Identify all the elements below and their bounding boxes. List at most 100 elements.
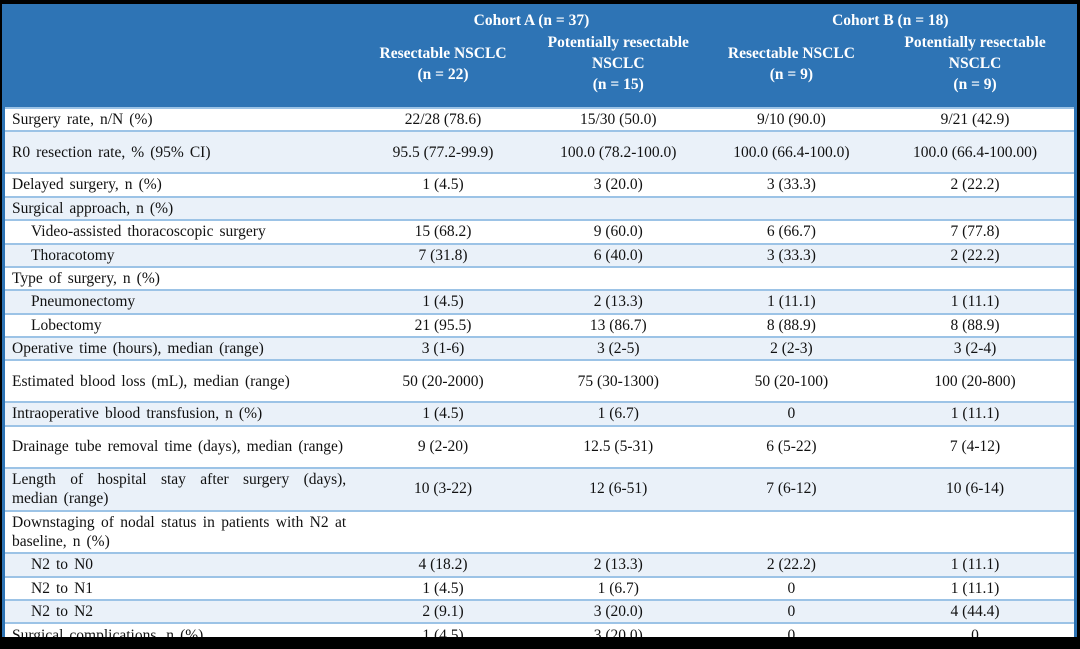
cell-value: 2 (9.1) xyxy=(356,598,530,624)
table-row: N2 to N1 1 (4.5) 1 (6.7) 0 1 (11.1) xyxy=(3,575,1076,600)
cell-value: 1 (11.1) xyxy=(706,289,877,314)
table-row: Surgical approach, n (%) xyxy=(3,195,1076,221)
cohort-header-row: Cohort A (n = 37) Cohort B (n = 18) xyxy=(3,4,1076,30)
cell-value: 8 (88.9) xyxy=(876,312,1076,337)
cell-value: 50 (20-2000) xyxy=(356,359,530,403)
table-row: Operative time (hours), median (range) 3… xyxy=(3,335,1076,361)
cell-value: 3 (20.0) xyxy=(529,598,707,624)
cell-value xyxy=(529,195,707,221)
table-row: Delayed surgery, n (%) 1 (4.5) 3 (20.0) … xyxy=(3,172,1076,197)
column-header-title: Resectable NSCLC xyxy=(727,44,855,62)
cell-value: 1 (6.7) xyxy=(529,401,707,426)
table-row: Video-assisted thoracoscopic surgery 15 … xyxy=(3,219,1076,244)
cell-value xyxy=(706,509,877,554)
cell-value: 0 xyxy=(876,622,1076,637)
cell-value xyxy=(706,195,877,221)
cell-value: 2 (22.2) xyxy=(706,552,877,577)
cell-value: 7 (31.8) xyxy=(356,242,530,267)
cell-value xyxy=(529,265,707,291)
cell-value: 12 (6-51) xyxy=(529,466,707,511)
row-label: Delayed surgery, n (%) xyxy=(3,172,357,197)
header-spacer xyxy=(3,4,357,30)
cell-value xyxy=(356,195,530,221)
cell-value xyxy=(706,265,877,291)
column-header: Resectable NSCLC (n = 22) xyxy=(356,30,530,108)
cell-value xyxy=(529,509,707,554)
cell-value: 13 (86.7) xyxy=(529,312,707,337)
row-label: N2 to N1 xyxy=(3,575,357,600)
table-row: Drainage tube removal time (days), media… xyxy=(3,424,1076,468)
cell-value: 0 xyxy=(706,622,877,637)
cell-value: 3 (20.0) xyxy=(529,622,707,637)
table-header: Cohort A (n = 37) Cohort B (n = 18) Rese… xyxy=(3,4,1076,108)
row-label: Video-assisted thoracoscopic surgery xyxy=(3,219,357,244)
table-row: Surgical complications, n (%) 1 (4.5) 3 … xyxy=(3,622,1076,637)
cell-value: 3 (2-5) xyxy=(529,335,707,361)
cell-value: 7 (6-12) xyxy=(706,466,877,511)
cell-value: 1 (11.1) xyxy=(876,552,1076,577)
cell-value: 2 (13.3) xyxy=(529,552,707,577)
cell-value: 100.0 (66.4-100.00) xyxy=(876,130,1076,174)
cell-value: 6 (66.7) xyxy=(706,219,877,244)
table-row: Intraoperative blood transfusion, n (%) … xyxy=(3,401,1076,426)
table-row: Lobectomy 21 (95.5) 13 (86.7) 8 (88.9) 8… xyxy=(3,312,1076,337)
cell-value: 7 (4-12) xyxy=(876,424,1076,468)
cell-value: 95.5 (77.2-99.9) xyxy=(356,130,530,174)
cell-value: 2 (13.3) xyxy=(529,289,707,314)
cell-value: 8 (88.9) xyxy=(706,312,877,337)
table-row: Length of hospital stay after surgery (d… xyxy=(3,466,1076,511)
column-header-n: (n = 9) xyxy=(953,75,997,93)
cell-value: 0 xyxy=(706,598,877,624)
row-label: R0 resection rate, % (95% CI) xyxy=(3,130,357,174)
column-header-title: Potentially resectable NSCLC xyxy=(904,34,1046,73)
row-label: Pneumonectomy xyxy=(3,289,357,314)
row-label: Length of hospital stay after surgery (d… xyxy=(3,466,357,511)
cell-value: 6 (5-22) xyxy=(706,424,877,468)
cell-value: 0 xyxy=(706,575,877,600)
cell-value: 1 (4.5) xyxy=(356,401,530,426)
cell-value: 9/10 (90.0) xyxy=(706,106,877,132)
cell-value: 1 (4.5) xyxy=(356,622,530,637)
row-label: N2 to N0 xyxy=(3,552,357,577)
row-label: Estimated blood loss (mL), median (range… xyxy=(3,359,357,403)
cell-value: 1 (11.1) xyxy=(876,575,1076,600)
table-row: Pneumonectomy 1 (4.5) 2 (13.3) 1 (11.1) … xyxy=(3,289,1076,314)
cell-value: 1 (11.1) xyxy=(876,401,1076,426)
cell-value: 2 (22.2) xyxy=(876,172,1076,197)
column-header: Potentially resectable NSCLC (n = 9) xyxy=(876,30,1076,108)
cell-value: 2 (2-3) xyxy=(706,335,877,361)
cohort-b-header: Cohort B (n = 18) xyxy=(706,4,1076,30)
column-header-title: Resectable NSCLC xyxy=(379,44,507,62)
table-row: R0 resection rate, % (95% CI) 95.5 (77.2… xyxy=(3,130,1076,174)
table-row: Thoracotomy 7 (31.8) 6 (40.0) 3 (33.3) 2… xyxy=(3,242,1076,267)
table-row: Estimated blood loss (mL), median (range… xyxy=(3,359,1076,403)
row-label: Surgical approach, n (%) xyxy=(3,195,357,221)
cell-value xyxy=(876,265,1076,291)
cell-value: 1 (11.1) xyxy=(876,289,1076,314)
cell-value: 22/28 (78.6) xyxy=(356,106,530,132)
table-body: Surgery rate, n/N (%) 22/28 (78.6) 15/30… xyxy=(3,106,1076,637)
row-label: Type of surgery, n (%) xyxy=(3,265,357,291)
cell-value: 1 (4.5) xyxy=(356,172,530,197)
cell-value: 7 (77.8) xyxy=(876,219,1076,244)
row-label: Intraoperative blood transfusion, n (%) xyxy=(3,401,357,426)
row-label: Lobectomy xyxy=(3,312,357,337)
row-label: Surgical complications, n (%) xyxy=(3,622,357,637)
cell-value: 1 (4.5) xyxy=(356,289,530,314)
cell-value: 4 (44.4) xyxy=(876,598,1076,624)
table-row: N2 to N2 2 (9.1) 3 (20.0) 0 4 (44.4) xyxy=(3,598,1076,624)
cell-value: 4 (18.2) xyxy=(356,552,530,577)
column-header-title: Potentially resectable NSCLC xyxy=(547,34,689,73)
cell-value: 3 (20.0) xyxy=(529,172,707,197)
cell-value: 9/21 (42.9) xyxy=(876,106,1076,132)
cell-value: 100 (20-800) xyxy=(876,359,1076,403)
cell-value: 100.0 (66.4-100.0) xyxy=(706,130,877,174)
cell-value: 15/30 (50.0) xyxy=(529,106,707,132)
cell-value: 3 (1-6) xyxy=(356,335,530,361)
surgery-outcomes-table: Cohort A (n = 37) Cohort B (n = 18) Rese… xyxy=(2,4,1077,637)
table-row: N2 to N0 4 (18.2) 2 (13.3) 2 (22.2) 1 (1… xyxy=(3,552,1076,577)
cell-value: 3 (2-4) xyxy=(876,335,1076,361)
column-header-n: (n = 15) xyxy=(592,75,644,93)
cell-value: 21 (95.5) xyxy=(356,312,530,337)
column-header: Potentially resectable NSCLC (n = 15) xyxy=(529,30,707,108)
